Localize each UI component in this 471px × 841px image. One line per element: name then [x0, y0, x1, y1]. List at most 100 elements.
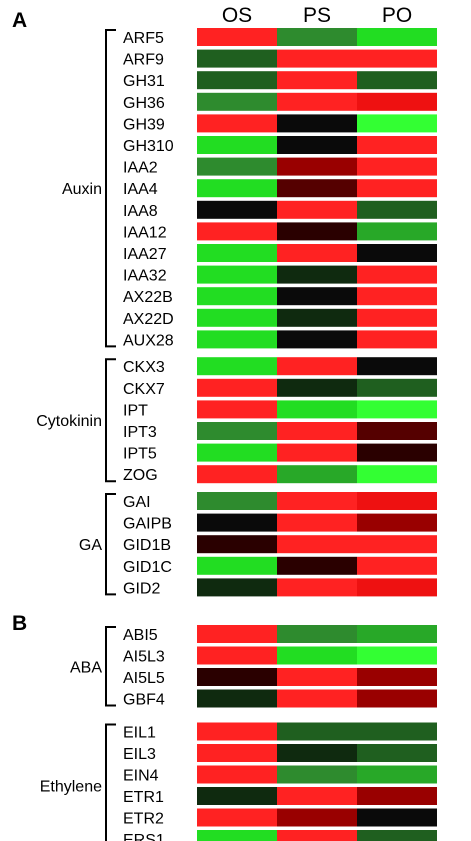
heatmap-row: GID1C	[123, 556, 437, 576]
heatmap-cell	[357, 265, 437, 284]
gene-label: CKX7	[123, 381, 165, 398]
gene-label: GAIPB	[123, 516, 172, 533]
gene-label: ETR1	[123, 789, 164, 806]
gene-label: EIL3	[123, 746, 156, 763]
gene-label: AI5L3	[123, 649, 165, 666]
heatmap-cell	[277, 157, 357, 176]
heatmap-cell	[277, 136, 357, 154]
gene-label: GH36	[123, 95, 165, 112]
heatmap-row: GH310	[123, 136, 437, 155]
heatmap-cell	[197, 400, 277, 419]
heatmap-cell	[197, 646, 277, 665]
group-bracket	[105, 358, 116, 483]
heatmap-cell	[357, 808, 437, 827]
heatmap-cell	[357, 378, 437, 397]
column-header: PS	[303, 4, 331, 27]
group-label: GA	[79, 537, 102, 554]
heatmap-cell	[357, 330, 437, 349]
heatmap-cell	[357, 765, 437, 784]
heatmap-cell	[197, 92, 277, 111]
heatmap-row: IAA32	[123, 265, 437, 285]
heatmap-cell	[197, 513, 277, 532]
gene-label: IAA2	[123, 160, 158, 177]
gene-label: ERS1	[123, 832, 165, 841]
heatmap-cell	[197, 265, 277, 284]
heatmap-cell	[197, 378, 277, 397]
gene-label: EIN4	[123, 768, 159, 785]
heatmap-cell	[277, 689, 357, 708]
heatmap-cell	[357, 114, 437, 133]
column-header: PO	[382, 4, 412, 27]
heatmap-row: IAA12	[123, 222, 437, 241]
gene-label: GH31	[123, 73, 165, 90]
heatmap-row: ARF5	[123, 28, 437, 47]
heatmap-panel-a: A OS PS PO ARF5 ARF9 GH31 GH36 GH39 GH310 IAA2 IAA4…	[12, 4, 437, 597]
heatmap-cell	[277, 265, 357, 284]
heatmap-row: ETR2	[123, 808, 437, 828]
gene-label: AI5L5	[123, 670, 165, 687]
heatmap-row: GID1B	[123, 535, 437, 554]
heatmap-row: IAA27	[123, 244, 437, 263]
heatmap-cell	[277, 287, 357, 306]
heatmap-cell	[277, 808, 357, 827]
heatmap-row: EIL1	[123, 722, 437, 742]
heatmap-cell	[277, 535, 357, 554]
group-label: Ethylene	[40, 778, 102, 795]
heatmap-row: AUX28	[123, 330, 437, 349]
heatmap-cell	[197, 200, 277, 219]
gene-label: ZOG	[123, 467, 158, 484]
heatmap-cell	[277, 492, 357, 510]
heatmap-cell	[277, 308, 357, 327]
heatmap-cell	[197, 114, 277, 133]
heatmap-row: GBF4	[123, 689, 437, 709]
heatmap-row: GH31	[123, 71, 437, 90]
heatmap-row: CKX7	[123, 378, 437, 398]
heatmap-row: ERS1	[123, 830, 437, 841]
gene-label: GAI	[123, 494, 151, 511]
heatmap-cell	[197, 808, 277, 827]
heatmap-cell	[197, 578, 277, 597]
heatmap-panel-b: BOSPSPOABI5AI5L3AI5L5GBF4ABAEIL1EIL3EIN4…	[12, 612, 437, 841]
heatmap-row: EIL3	[123, 744, 437, 763]
heatmap-cell	[357, 422, 437, 440]
heatmap-cell	[277, 787, 357, 805]
group-bracket	[105, 626, 116, 707]
group-label: Cytokinin	[36, 413, 102, 430]
gene-label: AX22D	[123, 311, 174, 328]
heatmap-cell	[357, 722, 437, 741]
gene-label: AUX28	[123, 332, 174, 349]
heatmap-row: GID2	[123, 578, 437, 597]
heatmap-cell	[197, 179, 277, 198]
gene-label: ETR2	[123, 811, 164, 828]
heatmap-cell	[357, 492, 437, 510]
heatmap-row: GH39	[123, 114, 437, 133]
heatmap-cell	[277, 722, 357, 741]
gene-label: IAA12	[123, 224, 167, 241]
heatmap-cell	[357, 92, 437, 111]
heatmap-cell	[197, 357, 277, 376]
heatmap-cell	[357, 535, 437, 554]
heatmap-cell	[197, 308, 277, 327]
heatmap-cell	[357, 646, 437, 665]
gene-label: ABI5	[123, 627, 158, 644]
heatmap-cell	[357, 443, 437, 462]
gene-label: IAA27	[123, 246, 167, 263]
heatmap-cell	[357, 400, 437, 419]
heatmap-cell	[277, 744, 357, 762]
heatmap-cell	[357, 244, 437, 262]
heatmap-row: GAIPB	[123, 513, 437, 533]
heatmap-row: IAA4	[123, 179, 437, 198]
heatmap-cell	[277, 330, 357, 349]
heatmap-cell	[277, 244, 357, 262]
gene-label: GH310	[123, 138, 174, 155]
heatmap-cell	[357, 157, 437, 176]
heatmap-cell	[197, 222, 277, 241]
heatmap-cell	[277, 646, 357, 665]
heatmap-cell	[197, 28, 277, 46]
heatmap-cell	[277, 222, 357, 241]
heatmap-cell	[357, 625, 437, 643]
heatmap-cell	[357, 222, 437, 241]
heatmap-row: ARF9	[123, 49, 437, 69]
heatmap-cell	[197, 287, 277, 306]
heatmap-cell	[197, 443, 277, 462]
